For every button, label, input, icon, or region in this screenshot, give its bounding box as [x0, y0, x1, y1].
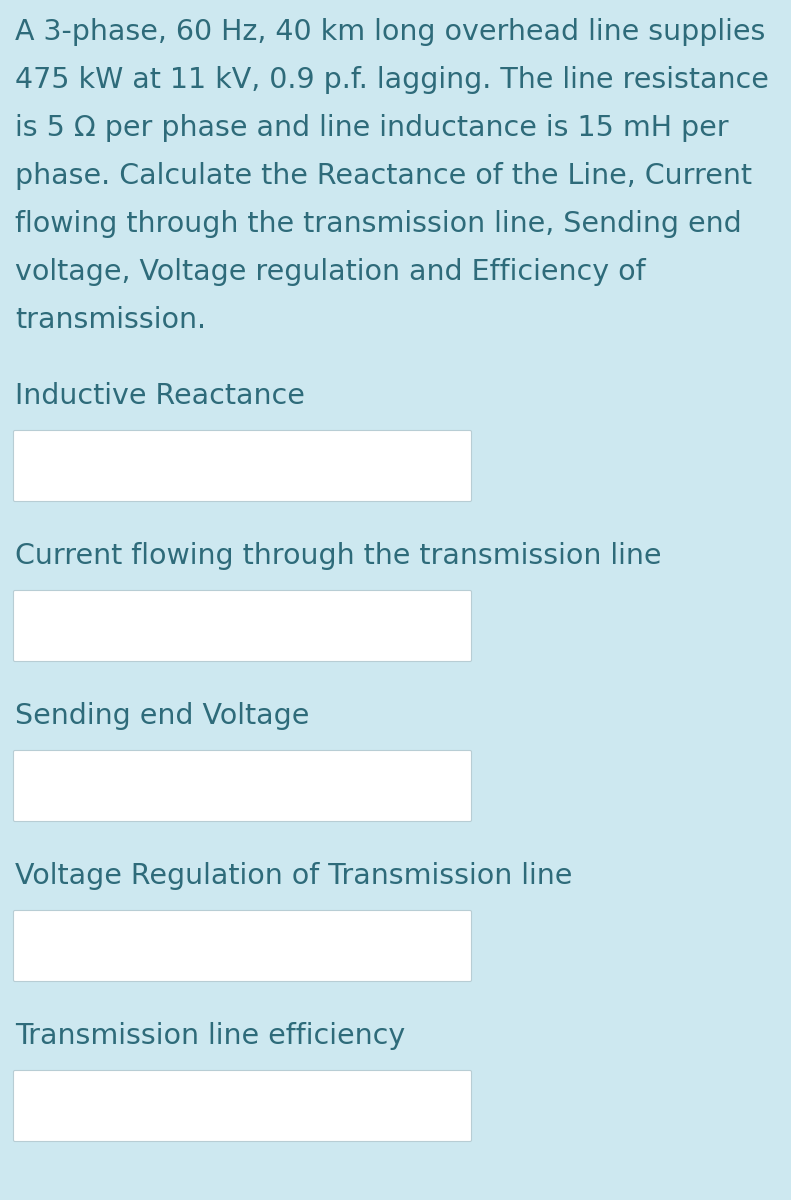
Text: flowing through the transmission line, Sending end: flowing through the transmission line, S…: [15, 210, 742, 238]
FancyBboxPatch shape: [13, 750, 471, 822]
Text: 475 kW at 11 kV, 0.9 p.f. lagging. The line resistance: 475 kW at 11 kV, 0.9 p.f. lagging. The l…: [15, 66, 769, 94]
Text: Inductive Reactance: Inductive Reactance: [15, 382, 305, 410]
FancyBboxPatch shape: [13, 911, 471, 982]
Text: Voltage Regulation of Transmission line: Voltage Regulation of Transmission line: [15, 862, 573, 890]
Text: Sending end Voltage: Sending end Voltage: [15, 702, 309, 730]
FancyBboxPatch shape: [13, 1070, 471, 1141]
Text: Transmission line efficiency: Transmission line efficiency: [15, 1022, 405, 1050]
Text: Current flowing through the transmission line: Current flowing through the transmission…: [15, 542, 661, 570]
Text: phase. Calculate the Reactance of the Line, Current: phase. Calculate the Reactance of the Li…: [15, 162, 752, 190]
Text: transmission.: transmission.: [15, 306, 206, 334]
Text: is 5 Ω per phase and line inductance is 15 mH per: is 5 Ω per phase and line inductance is …: [15, 114, 729, 142]
FancyBboxPatch shape: [13, 590, 471, 661]
FancyBboxPatch shape: [13, 431, 471, 502]
Text: A 3-phase, 60 Hz, 40 km long overhead line supplies: A 3-phase, 60 Hz, 40 km long overhead li…: [15, 18, 766, 46]
Text: voltage, Voltage regulation and Efficiency of: voltage, Voltage regulation and Efficien…: [15, 258, 645, 286]
